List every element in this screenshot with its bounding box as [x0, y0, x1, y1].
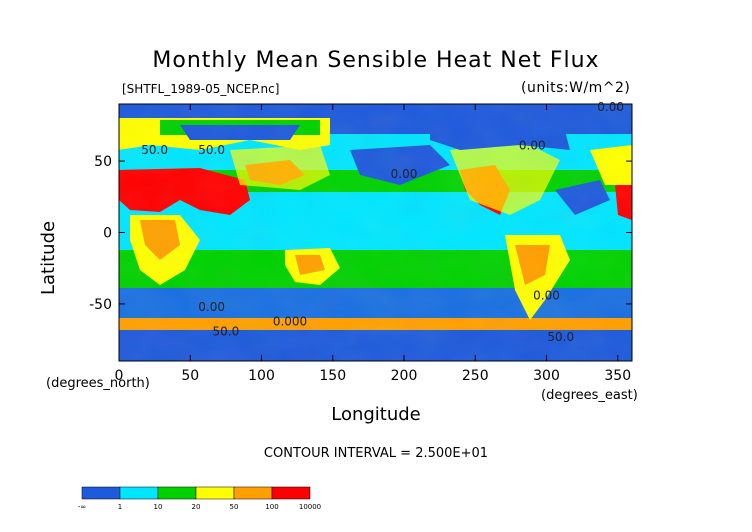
legend-swatch-2	[157, 486, 197, 500]
contour-label-5: 0.00	[533, 289, 560, 303]
contour-interval-label: CONTOUR INTERVAL = 2.500E+01	[263, 446, 489, 461]
x-tick-label-5: 250	[462, 368, 489, 384]
legend-label-4: 50	[230, 503, 239, 511]
plot-area	[119, 104, 632, 361]
legend-swatch-3	[195, 486, 235, 500]
x-axis-label: Longitude	[331, 404, 421, 425]
chart-title: Monthly Mean Sensible Heat Net Flux	[152, 48, 600, 73]
x-tick-label-0: 0	[115, 368, 124, 384]
legend-swatch-4	[233, 486, 273, 500]
y-unit-label: (degrees_north)	[46, 376, 150, 391]
x-tick-label-2: 100	[248, 368, 275, 384]
legend-swatch-0	[81, 486, 121, 500]
x-unit-label: (degrees_east)	[541, 388, 638, 403]
x-tick-label-6: 300	[533, 368, 560, 384]
contour-label-4: 50.0	[198, 143, 225, 157]
contour-label-8: 50.0	[213, 324, 240, 338]
contour-label-9: 50.0	[547, 330, 574, 344]
legend-label-0: -∞	[78, 503, 86, 511]
contour-label-2: 0.00	[391, 167, 418, 181]
contour-labels: 0.00 0.00 0.00 50.0 50.0 0.00 0.00 0.000 50.0 50.…	[141, 100, 624, 344]
y-tick-label-2: 50	[94, 154, 112, 170]
x-tick-label-1: 50	[181, 368, 199, 384]
contour-label-1: 0.00	[519, 139, 546, 153]
legend: -∞ 1 10 20 50 100 10000	[78, 486, 321, 511]
contour-label-0: 0.00	[597, 100, 624, 114]
x-tick-label-7: 350	[604, 368, 631, 384]
legend-swatch-5	[271, 486, 311, 500]
x-tick-label-3: 150	[319, 368, 346, 384]
y-axis-label: Latitude	[38, 220, 59, 295]
legend-label-5: 100	[265, 503, 278, 511]
contour-label-6: 0.00	[198, 300, 225, 314]
units-label: (units:W/m^2)	[521, 80, 631, 96]
legend-label-6: 10000	[299, 503, 321, 511]
contour-label-7: 0.000	[273, 314, 307, 328]
y-tick-label-0: -50	[89, 297, 112, 313]
legend-label-3: 20	[192, 503, 201, 511]
file-label: [SHTFL_1989-05_NCEP.nc]	[122, 82, 280, 96]
x-tick-label-4: 200	[391, 368, 418, 384]
legend-label-1: 1	[118, 503, 122, 511]
legend-swatch-1	[119, 486, 159, 500]
y-tick-label-1: 0	[103, 226, 112, 242]
legend-label-2: 10	[154, 503, 163, 511]
contour-label-3: 50.0	[141, 143, 168, 157]
axis-ticks: 0 50 100 150 200 250 300 350 -50 0 50	[89, 104, 632, 384]
